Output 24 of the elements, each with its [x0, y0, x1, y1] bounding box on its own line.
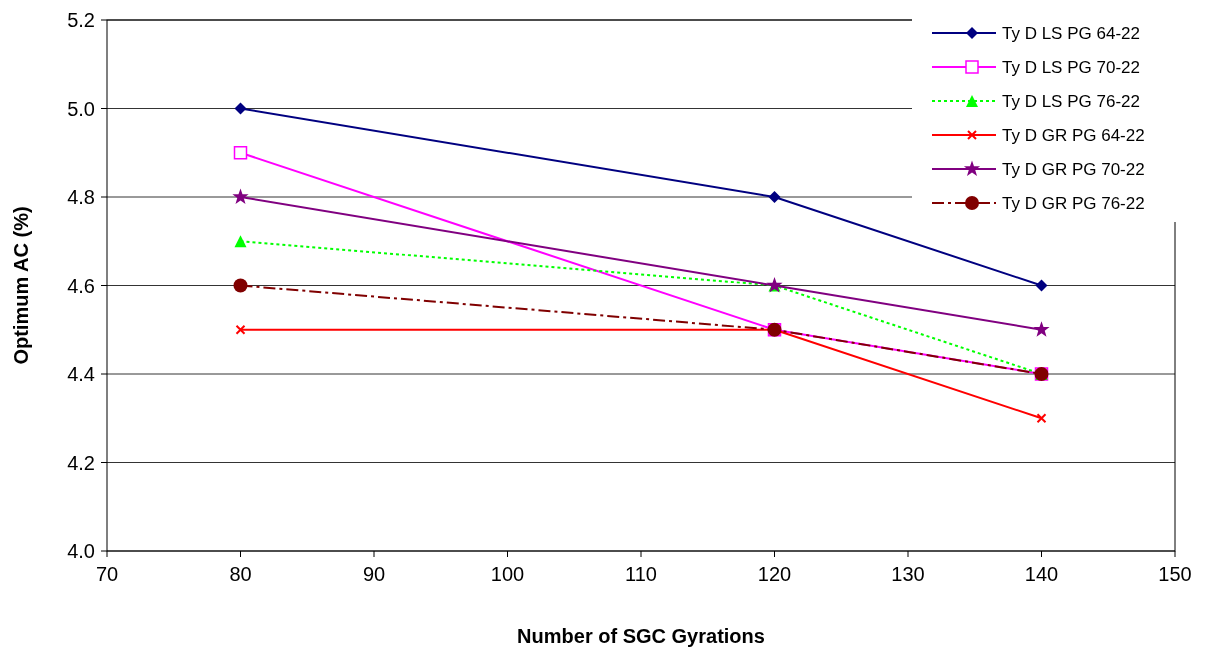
- legend-label: Ty D LS PG 70-22: [1002, 58, 1140, 77]
- y-tick-label: 4.2: [67, 451, 95, 474]
- x-tick-label: 120: [757, 563, 792, 585]
- y-axis-title: Optimum AC (%): [10, 206, 32, 365]
- y-tick-label: 5.2: [67, 9, 95, 31]
- legend-label: Ty D GR PG 76-22: [1002, 194, 1145, 213]
- x-tick-label: 100: [490, 563, 525, 585]
- x-tick-label: 70: [95, 563, 119, 585]
- x-axis-title: Number of SGC Gyrations: [517, 625, 765, 647]
- x-tick-label: 90: [362, 563, 386, 585]
- x-tick-label: 140: [1024, 563, 1059, 585]
- y-tick-label: 4.4: [67, 363, 95, 385]
- x-tick-label: 150: [1158, 563, 1192, 585]
- y-tick-label: 4.6: [67, 274, 95, 297]
- y-tick-label: 4.8: [67, 186, 95, 208]
- legend-label: Ty D GR PG 70-22: [1002, 160, 1145, 179]
- legend-label: Ty D GR PG 64-22: [1002, 126, 1145, 145]
- x-tick-label: 80: [229, 563, 252, 585]
- y-tick-label: 4.0: [67, 540, 95, 562]
- y-tick-label: 5.0: [67, 97, 95, 120]
- x-tick-label: 110: [625, 563, 657, 585]
- legend-label: Ty D LS PG 76-22: [1002, 92, 1140, 111]
- x-tick-label: 130: [891, 563, 925, 585]
- legend-label: Ty D LS PG 64-22: [1002, 24, 1140, 43]
